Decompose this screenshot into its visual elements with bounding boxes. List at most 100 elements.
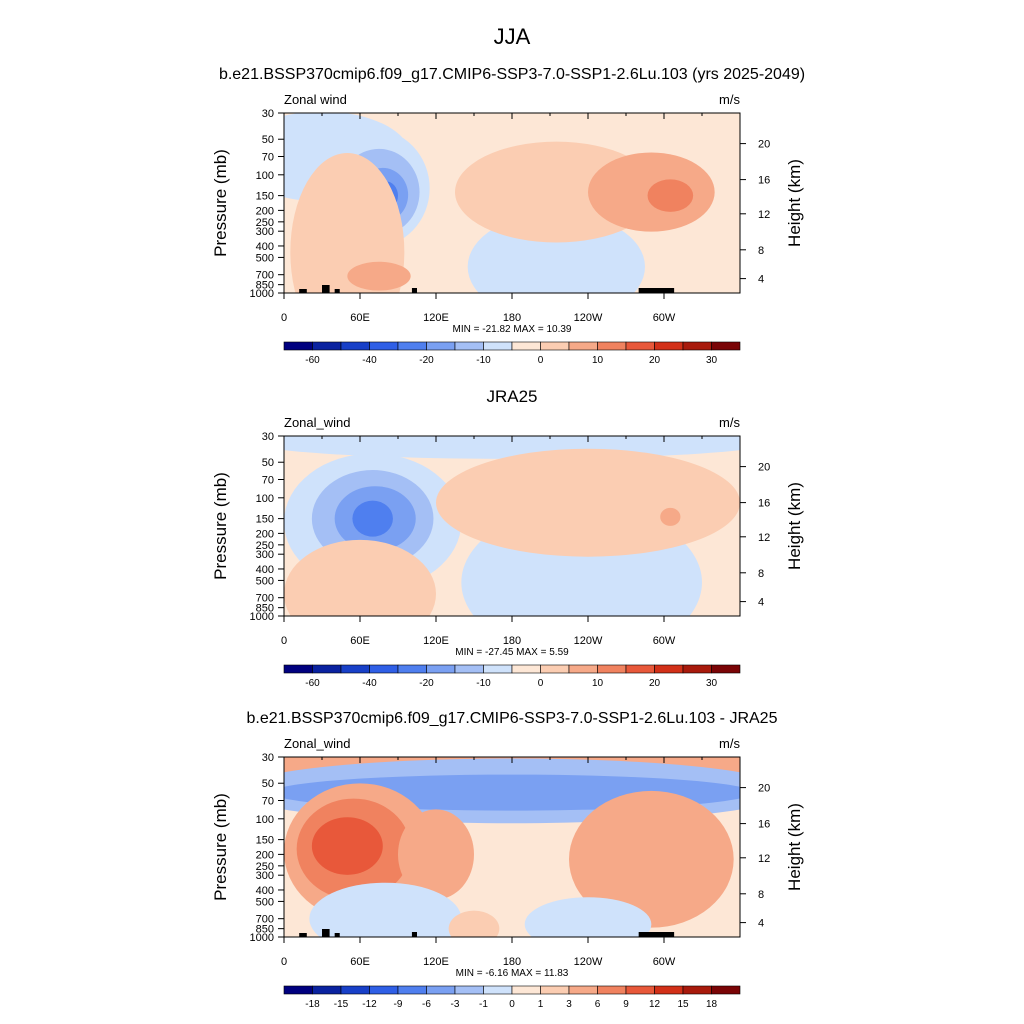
y-tick-label: 200 bbox=[256, 528, 274, 540]
y-tick-label: 150 bbox=[256, 514, 274, 526]
colorbar-swatch bbox=[312, 341, 342, 351]
colorbar-swatch bbox=[597, 985, 627, 995]
colorbar-swatch bbox=[540, 985, 570, 995]
x-tick-label: 120E bbox=[423, 312, 449, 324]
contour-field bbox=[284, 113, 740, 293]
colorbar-label: -1 bbox=[479, 999, 488, 1010]
contour-field bbox=[284, 436, 740, 616]
contour-region bbox=[660, 507, 681, 526]
contour-region bbox=[569, 790, 734, 928]
y-tick-label: 850 bbox=[256, 280, 274, 292]
y-tick-label: 500 bbox=[256, 575, 274, 587]
colorbar-swatch bbox=[511, 985, 541, 995]
colorbar-swatch bbox=[454, 341, 484, 351]
colorbar-swatch bbox=[654, 341, 684, 351]
topography-mask bbox=[411, 932, 417, 937]
colorbar-swatch bbox=[397, 664, 427, 674]
y-tick-label: 400 bbox=[256, 241, 274, 253]
units-label: m/s bbox=[719, 736, 740, 751]
topography-mask bbox=[638, 288, 675, 293]
colorbar-swatch bbox=[568, 341, 598, 351]
colorbar-swatch bbox=[397, 341, 427, 351]
colorbar-label: -40 bbox=[362, 355, 377, 366]
x-tick-label: 60W bbox=[653, 635, 676, 647]
contour-region bbox=[347, 261, 411, 291]
colorbar-swatch bbox=[682, 664, 712, 674]
colorbar-label: 1 bbox=[538, 999, 544, 1010]
colorbar-swatch bbox=[283, 664, 313, 674]
min-max-stats: MIN = -27.45 MAX = 5.59 bbox=[455, 647, 569, 658]
colorbar-swatch bbox=[483, 341, 513, 351]
contour-region bbox=[284, 539, 436, 616]
y-tick-label: 300 bbox=[256, 549, 274, 561]
y-tick-label: 50 bbox=[262, 134, 274, 146]
colorbar-label: 0 bbox=[538, 678, 544, 689]
y-right-tick-label: 16 bbox=[758, 498, 770, 510]
panel-title: b.e21.BSSP370cmip6.f09_g17.CMIP6-SSP3-7.… bbox=[219, 66, 805, 83]
y-right-tick-label: 20 bbox=[758, 462, 770, 474]
colorbar-label: 10 bbox=[592, 355, 604, 366]
colorbar-swatch bbox=[483, 664, 513, 674]
y-tick-label: 1000 bbox=[250, 932, 274, 944]
x-tick-label: 120W bbox=[574, 312, 603, 324]
colorbar-swatch bbox=[511, 341, 541, 351]
y-tick-label: 700 bbox=[256, 270, 274, 282]
chart-panel-1: b.e21.BSSP370cmip6.f09_g17.CMIP6-SSP3-7.… bbox=[211, 66, 805, 366]
y-right-tick-label: 20 bbox=[758, 139, 770, 151]
colorbar-swatch bbox=[283, 985, 313, 995]
colorbar-label: -12 bbox=[362, 999, 377, 1010]
variable-label: Zonal_wind bbox=[284, 415, 351, 430]
contour-region bbox=[448, 910, 500, 937]
colorbar-swatch bbox=[597, 664, 627, 674]
y-tick-label: 70 bbox=[262, 474, 274, 486]
y-tick-label: 100 bbox=[256, 493, 274, 505]
y-tick-label: 700 bbox=[256, 593, 274, 605]
colorbar-swatch bbox=[397, 985, 427, 995]
colorbar-label: 20 bbox=[649, 355, 661, 366]
y-tick-label: 100 bbox=[256, 814, 274, 826]
y-axis-title: Pressure (mb) bbox=[211, 472, 230, 580]
contour-region bbox=[524, 897, 652, 937]
panel-title: b.e21.BSSP370cmip6.f09_g17.CMIP6-SSP3-7.… bbox=[247, 710, 778, 727]
y-right-axis-title: Height (km) bbox=[785, 482, 804, 570]
units-label: m/s bbox=[719, 415, 740, 430]
colorbar-swatch bbox=[283, 341, 313, 351]
colorbar-label: 18 bbox=[706, 999, 718, 1010]
colorbar-swatch bbox=[340, 664, 370, 674]
colorbar-swatch bbox=[682, 985, 712, 995]
contour-region bbox=[290, 153, 405, 293]
colorbar-swatch bbox=[625, 985, 655, 995]
y-right-axis-title: Height (km) bbox=[785, 159, 804, 247]
topography-mask bbox=[322, 285, 330, 293]
x-tick-label: 60E bbox=[350, 635, 370, 647]
x-tick-label: 120W bbox=[574, 635, 603, 647]
colorbar-swatch bbox=[511, 664, 541, 674]
y-tick-label: 250 bbox=[256, 861, 274, 873]
y-tick-label: 850 bbox=[256, 603, 274, 615]
x-tick-label: 60W bbox=[653, 312, 676, 324]
colorbar-swatch bbox=[711, 985, 741, 995]
x-tick-label: 0 bbox=[281, 956, 287, 968]
y-tick-label: 30 bbox=[262, 108, 274, 120]
variable-label: Zonal wind bbox=[284, 92, 347, 107]
y-right-axis-title: Height (km) bbox=[785, 803, 804, 891]
colorbar-label: 30 bbox=[706, 678, 718, 689]
colorbar-swatch bbox=[426, 985, 456, 995]
contour-region bbox=[352, 500, 393, 537]
colorbar-label: 15 bbox=[677, 999, 689, 1010]
colorbar-swatch bbox=[654, 985, 684, 995]
y-tick-label: 500 bbox=[256, 896, 274, 908]
x-tick-label: 60E bbox=[350, 312, 370, 324]
colorbar-label: -40 bbox=[362, 678, 377, 689]
topography-mask bbox=[299, 933, 307, 937]
colorbar-swatch bbox=[426, 341, 456, 351]
y-tick-label: 150 bbox=[256, 191, 274, 203]
y-tick-label: 70 bbox=[262, 795, 274, 807]
colorbar-swatch bbox=[540, 341, 570, 351]
colorbar-swatch bbox=[369, 341, 399, 351]
colorbar-label: 0 bbox=[509, 999, 515, 1010]
contour-region bbox=[436, 448, 740, 557]
colorbar-label: -20 bbox=[419, 355, 434, 366]
colorbar-swatch bbox=[682, 341, 712, 351]
